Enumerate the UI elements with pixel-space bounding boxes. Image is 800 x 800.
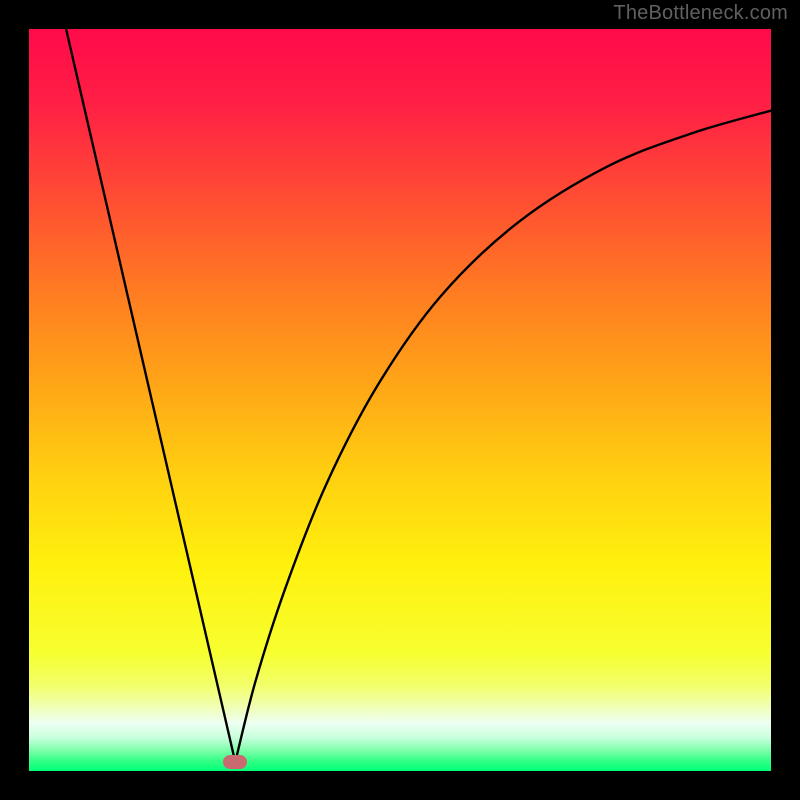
attribution-text: TheBottleneck.com <box>613 2 788 25</box>
minimum-marker <box>223 755 247 769</box>
bottleneck-curve <box>29 29 771 771</box>
plot-frame <box>29 29 771 771</box>
plot-inner <box>29 29 771 771</box>
